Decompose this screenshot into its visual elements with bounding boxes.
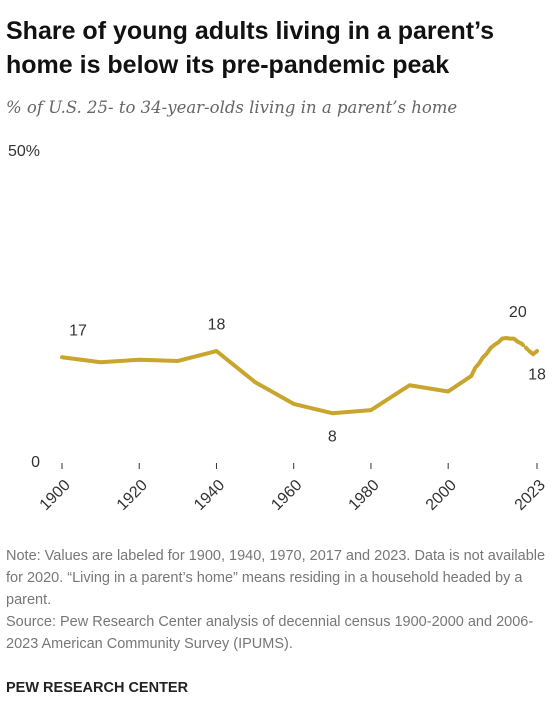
x-tick-label: 1900 (37, 477, 74, 514)
x-tick-label: 2023 (512, 477, 549, 514)
x-tick-label: 1940 (191, 477, 228, 514)
data-label: 18 (208, 316, 226, 333)
notes: Note: Values are labeled for 1900, 1940,… (6, 545, 551, 655)
gap-connector (519, 341, 532, 354)
x-tick-label: 1980 (346, 477, 383, 514)
line (60, 335, 524, 416)
data-label: 18 (528, 366, 546, 383)
x-tick-label: 1920 (114, 477, 151, 514)
x-tick-label: 2000 (423, 477, 460, 514)
chart: 0 50% 1900 1920 1940 1960 1980 2000 2023 17 18 8 20 1… (8, 143, 549, 514)
credit: PEW RESEARCH CENTER (6, 680, 189, 696)
data-label: 8 (328, 428, 337, 445)
chart-title: Share of young adults living in a parent… (6, 17, 495, 79)
y-tick-label: 50% (8, 143, 40, 160)
data-label: 17 (69, 322, 87, 339)
y-tick-label: 0 (31, 454, 40, 471)
source: Source: Pew Research Center analysis of … (6, 614, 534, 652)
note: Note: Values are labeled for 1900, 1940,… (6, 548, 546, 608)
chart-subtitle: % of U.S. 25- to 34-year-olds living in … (6, 98, 458, 117)
x-tick-label: 1960 (268, 477, 305, 514)
data-label: 20 (509, 304, 527, 321)
line (527, 349, 539, 357)
